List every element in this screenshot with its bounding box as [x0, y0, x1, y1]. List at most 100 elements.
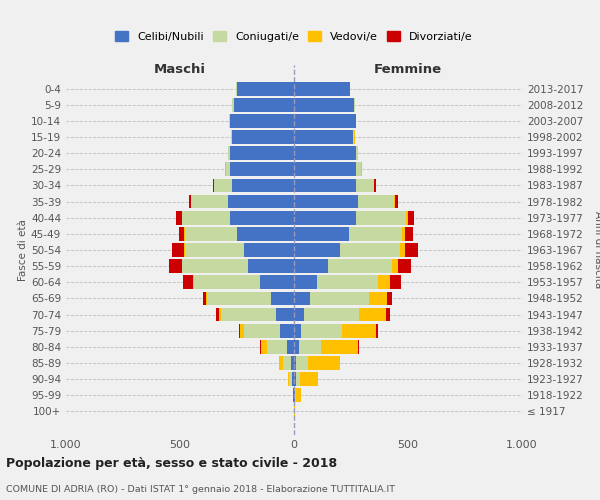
- Bar: [228, 194, 294, 208]
- Bar: [203, 292, 206, 306]
- Bar: [169, 260, 182, 273]
- Bar: [271, 292, 294, 306]
- Bar: [356, 146, 358, 160]
- Bar: [294, 178, 356, 192]
- Bar: [349, 227, 403, 240]
- Bar: [294, 356, 296, 370]
- Y-axis label: Fasce di età: Fasce di età: [18, 219, 28, 281]
- Bar: [356, 178, 374, 192]
- Bar: [294, 260, 328, 273]
- Bar: [293, 388, 294, 402]
- Text: Femmine: Femmine: [374, 63, 442, 76]
- Bar: [279, 356, 283, 370]
- Bar: [230, 146, 294, 160]
- Bar: [233, 98, 294, 112]
- Bar: [230, 211, 294, 224]
- Bar: [404, 243, 418, 257]
- Bar: [289, 372, 292, 386]
- Bar: [214, 178, 232, 192]
- Bar: [208, 292, 271, 306]
- Bar: [261, 340, 266, 353]
- Bar: [310, 292, 369, 306]
- Bar: [301, 324, 342, 338]
- Bar: [386, 308, 390, 322]
- Bar: [244, 243, 294, 257]
- Bar: [230, 162, 294, 176]
- Bar: [390, 276, 401, 289]
- Bar: [193, 276, 194, 289]
- Bar: [395, 194, 398, 208]
- Bar: [340, 243, 400, 257]
- Bar: [191, 194, 228, 208]
- Bar: [287, 340, 294, 353]
- Bar: [394, 194, 395, 208]
- Bar: [230, 114, 294, 128]
- Bar: [308, 356, 340, 370]
- Bar: [179, 227, 184, 240]
- Bar: [407, 211, 415, 224]
- Bar: [376, 324, 379, 338]
- Text: Maschi: Maschi: [154, 63, 206, 76]
- Bar: [388, 292, 392, 306]
- Bar: [353, 130, 355, 144]
- Bar: [300, 372, 318, 386]
- Bar: [328, 260, 392, 273]
- Bar: [294, 276, 317, 289]
- Bar: [294, 194, 358, 208]
- Bar: [237, 227, 294, 240]
- Bar: [229, 114, 230, 128]
- Bar: [292, 372, 294, 386]
- Bar: [322, 340, 358, 353]
- Bar: [294, 98, 355, 112]
- Bar: [403, 227, 404, 240]
- Legend: Celibi/Nubili, Coniugati/e, Vedovi/e, Divorziati/e: Celibi/Nubili, Coniugati/e, Vedovi/e, Di…: [112, 28, 476, 45]
- Bar: [276, 308, 294, 322]
- Bar: [374, 178, 376, 192]
- Bar: [294, 324, 301, 338]
- Bar: [176, 211, 182, 224]
- Bar: [392, 260, 398, 273]
- Bar: [296, 388, 301, 402]
- Bar: [219, 308, 221, 322]
- Bar: [185, 243, 244, 257]
- Bar: [294, 162, 356, 176]
- Bar: [294, 340, 299, 353]
- Bar: [356, 162, 361, 176]
- Bar: [213, 178, 214, 192]
- Bar: [280, 324, 294, 338]
- Bar: [194, 276, 260, 289]
- Bar: [232, 98, 233, 112]
- Bar: [398, 260, 412, 273]
- Bar: [244, 324, 280, 338]
- Bar: [206, 292, 208, 306]
- Bar: [296, 372, 300, 386]
- Bar: [359, 308, 386, 322]
- Bar: [241, 324, 244, 338]
- Bar: [294, 211, 356, 224]
- Bar: [296, 356, 308, 370]
- Bar: [358, 194, 394, 208]
- Bar: [185, 227, 237, 240]
- Bar: [221, 308, 276, 322]
- Bar: [294, 243, 340, 257]
- Bar: [182, 260, 248, 273]
- Bar: [406, 211, 407, 224]
- Bar: [172, 243, 184, 257]
- Bar: [294, 146, 356, 160]
- Bar: [294, 388, 295, 402]
- Bar: [232, 130, 294, 144]
- Bar: [283, 356, 290, 370]
- Bar: [356, 211, 406, 224]
- Bar: [342, 324, 376, 338]
- Bar: [294, 227, 349, 240]
- Bar: [294, 292, 310, 306]
- Y-axis label: Anni di nascita: Anni di nascita: [593, 212, 600, 288]
- Text: COMUNE DI ADRIA (RO) - Dati ISTAT 1° gennaio 2018 - Elaborazione TUTTITALIA.IT: COMUNE DI ADRIA (RO) - Dati ISTAT 1° gen…: [6, 485, 395, 494]
- Bar: [182, 211, 230, 224]
- Bar: [290, 356, 294, 370]
- Bar: [217, 308, 219, 322]
- Bar: [294, 82, 350, 96]
- Bar: [260, 340, 261, 353]
- Bar: [369, 292, 388, 306]
- Bar: [237, 82, 294, 96]
